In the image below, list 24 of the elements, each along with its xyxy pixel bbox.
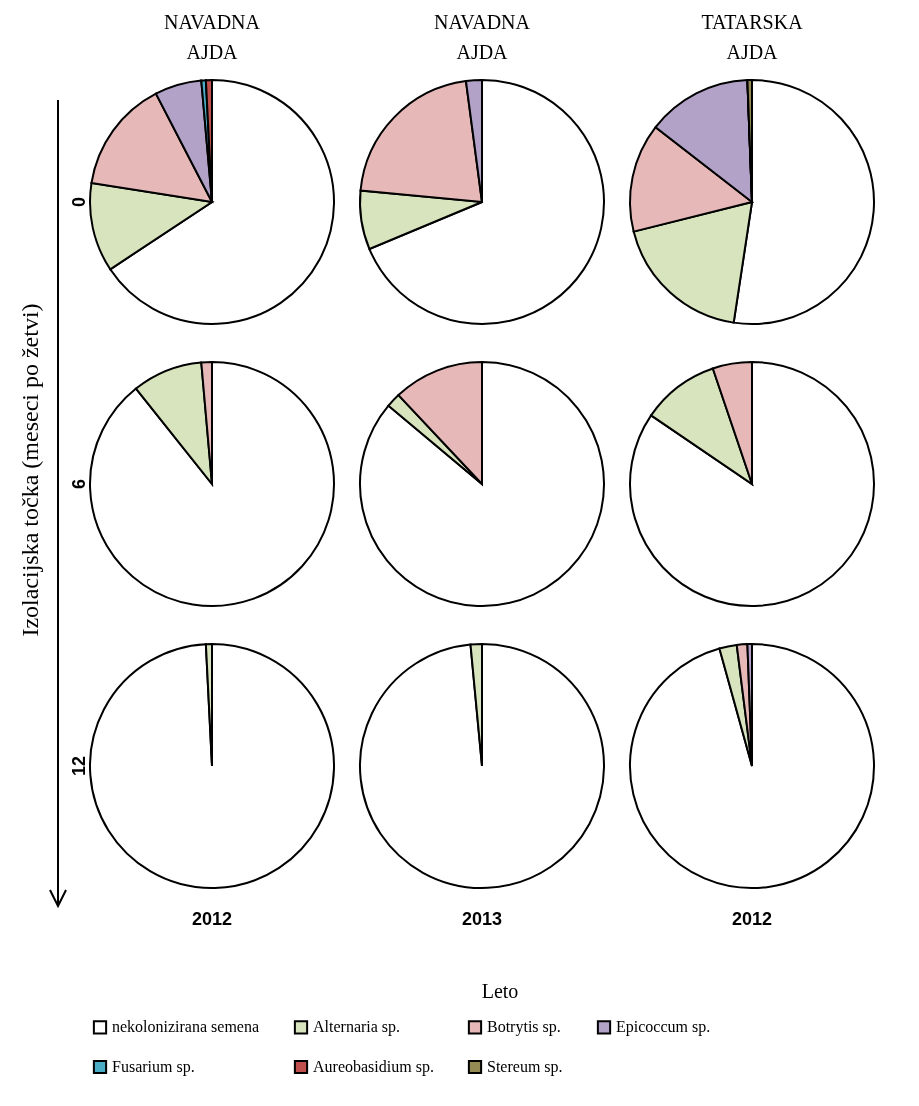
pie-slice bbox=[629, 643, 875, 889]
text: Leto bbox=[481, 980, 519, 1003]
chart-title: NAVADNA AJDA bbox=[164, 11, 261, 63]
legend-label: Epicoccum sp. bbox=[616, 1018, 711, 1037]
legend-label: Fusarium sp. bbox=[112, 1058, 195, 1076]
pie-slice bbox=[629, 361, 875, 607]
legend-label: Botrytis sp. bbox=[487, 1018, 561, 1037]
legend-label: Aureobasidium sp. bbox=[313, 1058, 434, 1076]
text: 0 bbox=[69, 196, 89, 208]
chart-title: TATARSKA AJDA bbox=[701, 11, 804, 63]
pie-slice bbox=[89, 643, 335, 889]
pie-slice bbox=[359, 643, 605, 889]
legend-label: nekolonizirana semena bbox=[112, 1018, 260, 1036]
legend-label: Stereum sp. bbox=[487, 1058, 563, 1076]
text: 12 bbox=[69, 755, 89, 777]
text: 2012 bbox=[191, 909, 233, 929]
chart-title: NAVADNA AJDA bbox=[434, 11, 531, 63]
text: 2013 bbox=[461, 909, 503, 929]
pie-slice bbox=[89, 361, 335, 607]
text: Izolacijska točka (meseci po žetvi) bbox=[16, 303, 44, 637]
pie-slice bbox=[359, 361, 605, 607]
legend-label: Alternaria sp. bbox=[313, 1018, 401, 1037]
text: 6 bbox=[69, 478, 89, 490]
text: 2012 bbox=[731, 909, 773, 929]
